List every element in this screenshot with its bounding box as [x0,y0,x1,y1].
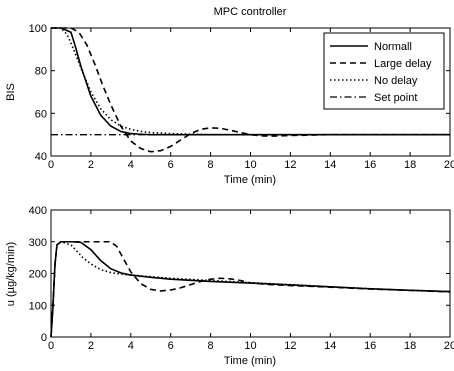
x-tick-label: 10 [244,159,256,171]
x-tick-label: 12 [284,159,296,171]
x-axis-label: Time (min) [224,174,276,186]
y-tick-label: 400 [29,205,47,217]
series-group [50,240,451,338]
x-tick-label: 18 [404,159,416,171]
series-group [51,27,450,153]
x-tick-label: 14 [324,340,336,352]
plot-frame [50,209,451,338]
y-tick-label: 40 [35,151,47,163]
series-line-no-delay [50,240,451,338]
y-tick-label: 100 [29,23,47,35]
x-tick-label: 16 [364,159,376,171]
series-line-large-delay [50,240,451,338]
x-tick-label: 2 [88,159,94,171]
x-axis-label: Time (min) [224,355,276,367]
series-line-large-delay [51,27,450,153]
x-tick-label: 8 [208,159,214,171]
x-tick-label: 4 [128,159,134,171]
x-tick-label: 0 [48,159,54,171]
chart-bis: MPC controller 0 2 4 6 8 10 12 14 16 18 20 40 60 80 10… [5,6,454,186]
y-tick-label: 0 [41,332,47,344]
x-tick-label: 18 [404,340,416,352]
y-tick-label: 60 [35,108,47,120]
x-tick-label: 6 [168,340,174,352]
legend-label-large-delay: Large delay [374,58,432,70]
x-tick-label: 4 [128,340,134,352]
legend-label-normall: Normall [374,41,412,53]
legend-label-set-point: Set point [374,92,417,104]
y-tick-label: 100 [29,300,47,312]
x-tick-label: 6 [168,159,174,171]
x-tick-label: 20 [444,159,454,171]
x-tick-label: 20 [444,340,454,352]
chart-title: MPC controller [214,6,287,18]
x-tick-label: 10 [244,340,256,352]
y-axis-label: BIS [5,83,17,101]
y-axis-label: u (µg/kg/min) [5,242,17,306]
x-tick-label: 2 [88,340,94,352]
y-tick-label: 300 [29,237,47,249]
x-tick-label: 12 [284,340,296,352]
y-tick-label: 80 [35,66,47,78]
legend: Normall Large delay No delay Set point [323,32,445,110]
legend-label-no-delay: No delay [374,75,418,87]
y-tick-label: 200 [29,269,47,281]
tick-group: 0 2 4 6 8 10 12 14 16 18 20 40 60 80 100 [29,23,454,171]
x-tick-label: 8 [208,340,214,352]
x-tick-label: 0 [48,340,54,352]
x-tick-label: 14 [324,159,336,171]
x-tick-label: 16 [364,340,376,352]
